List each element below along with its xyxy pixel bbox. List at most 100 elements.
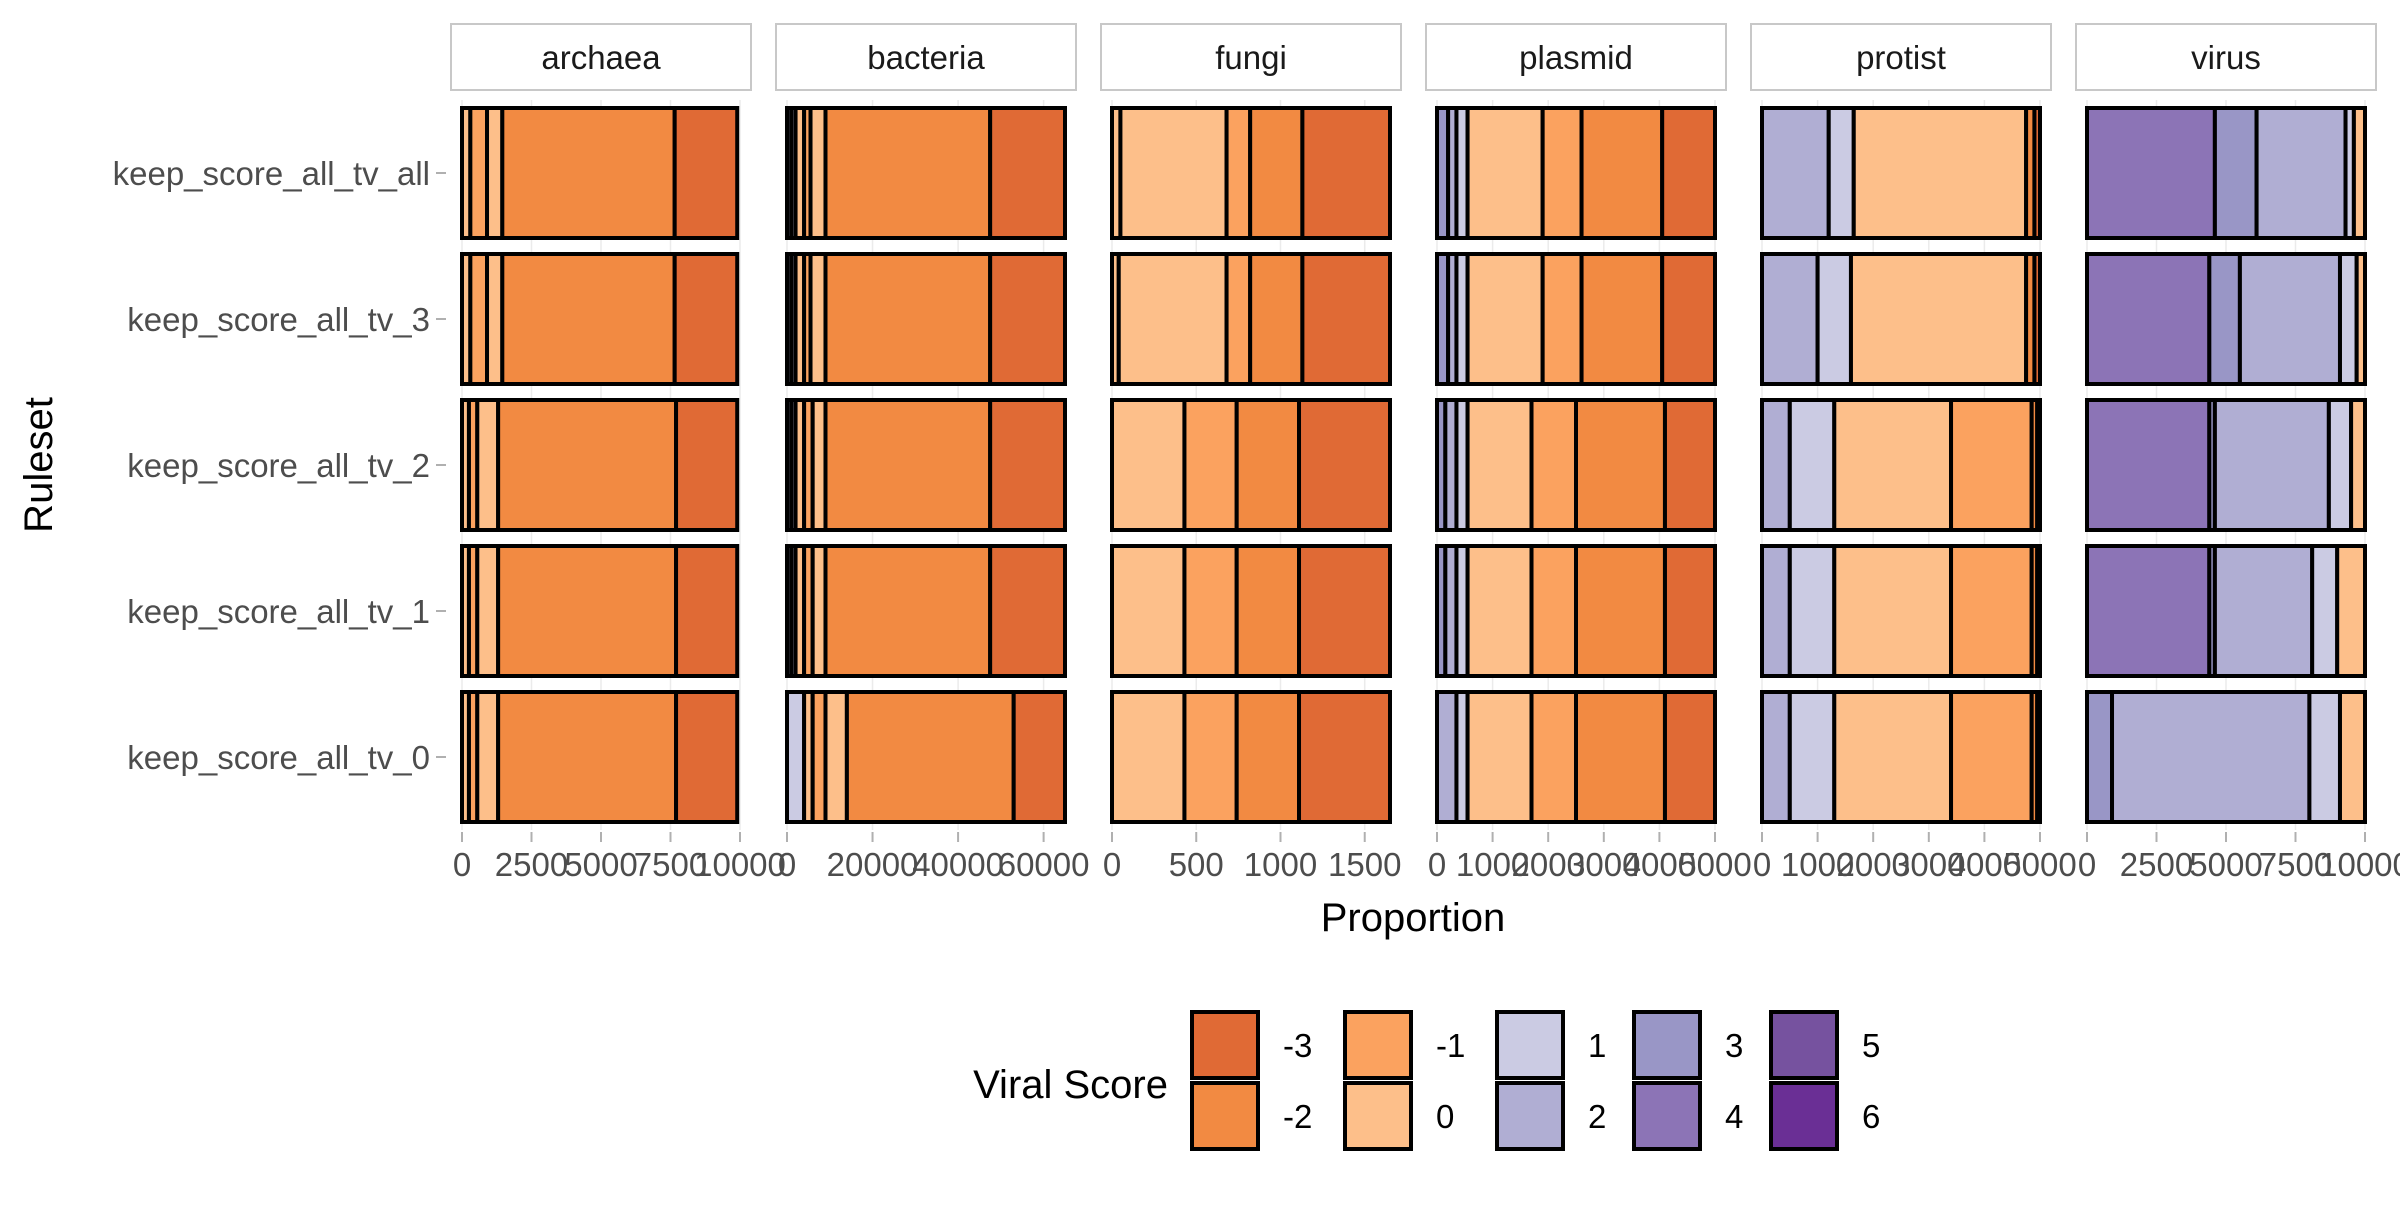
bar-segment-score-0 (1832, 544, 1954, 678)
bar-segment-score--3 (1662, 398, 1717, 532)
bar-segment-score-0 (1110, 398, 1187, 532)
facet-strip-label: virus (2191, 39, 2261, 76)
y-tick-label: keep_score_all_tv_all (113, 155, 430, 192)
x-tick-label: 1000 (1781, 846, 1854, 883)
bar-segment-score-0 (1465, 252, 1545, 386)
bar-segment-score-2 (1435, 690, 1459, 824)
bar-segment-score--3 (988, 398, 1068, 532)
legend-label: 4 (1725, 1098, 1743, 1135)
bar-segment-score-4 (2085, 544, 2212, 678)
bar-segment-score--3 (1660, 252, 1718, 386)
legend-key--2 (1190, 1081, 1260, 1151)
bar-segment-score--2 (844, 690, 1016, 824)
x-tick-label: 40000 (912, 846, 1004, 883)
bar-segment-score--2 (500, 106, 677, 240)
bar-segment-score--1 (468, 252, 490, 386)
x-tick-label: 2500 (2120, 846, 2193, 883)
bar-segment-score-0 (1110, 690, 1187, 824)
y-tick-label: keep_score_all_tv_3 (127, 301, 430, 338)
bar-segment-score-1 (1787, 398, 1837, 532)
x-tick-label: 2500 (495, 846, 568, 883)
bar-segment-score--2 (1579, 106, 1665, 240)
bar-segment-score--3 (1300, 252, 1393, 386)
bar-segment-score--3 (672, 106, 740, 240)
legend-label: -2 (1283, 1098, 1312, 1135)
facet-strip-label: archaea (541, 39, 661, 76)
bar-segment-score-1 (2326, 398, 2354, 532)
legend-key-6 (1769, 1081, 1839, 1151)
bar-segment-score--3 (2035, 544, 2042, 678)
bar-segment-score-4 (2085, 106, 2217, 240)
bar-segment-score-1 (2337, 252, 2359, 386)
bar-segment-score--2 (1574, 690, 1667, 824)
bar-segment-score-0 (1465, 398, 1534, 532)
bar-segment-score--2 (1574, 398, 1667, 532)
x-tick-label: 1500 (1328, 846, 1401, 883)
legend-key-4 (1632, 1081, 1702, 1151)
bar-segment-score-0 (475, 544, 501, 678)
bar-segment-score--3 (2035, 398, 2042, 532)
bar-segment-score--3 (1297, 544, 1393, 678)
bar-segment-score-1 (1787, 544, 1837, 678)
bar-segment-score--3 (1297, 398, 1393, 532)
legend-label: 6 (1862, 1098, 1880, 1135)
x-tick-label: 1000 (1244, 846, 1317, 883)
bar-segment-score--1 (1540, 106, 1584, 240)
bar-segment-score-1 (2307, 690, 2342, 824)
bar-segment-score-1 (785, 690, 807, 824)
legend-label: -3 (1283, 1027, 1312, 1064)
bar-segment-score--2 (496, 690, 679, 824)
bar-segment-score-0 (1110, 544, 1187, 678)
x-tick-label: 5000 (2189, 846, 2262, 883)
x-tick-label: 5000 (2003, 846, 2076, 883)
x-tick-label: 10000 (2319, 846, 2400, 883)
legend-key--1 (1343, 1010, 1413, 1080)
bar-segment-score--1 (1529, 690, 1579, 824)
bar-segment-score--3 (1011, 690, 1068, 824)
y-tick-label: keep_score_all_tv_2 (127, 447, 430, 484)
facet-strip (1750, 23, 2052, 91)
bar-segment-score--2 (1574, 544, 1667, 678)
legend-label: 2 (1588, 1098, 1606, 1135)
bar-segment-score-0 (2351, 106, 2367, 240)
bar-segment-score--3 (988, 106, 1068, 240)
bar-segment-score-0 (1465, 544, 1534, 678)
x-tick-label: 0 (1103, 846, 1121, 883)
bar-segment-score-3 (2212, 106, 2259, 240)
legend-label: 5 (1862, 1027, 1880, 1064)
bar-segment-score--2 (496, 398, 679, 532)
legend-key-5 (1769, 1010, 1839, 1080)
bar-segment-score--1 (1182, 690, 1239, 824)
bar-segment-score--3 (1662, 690, 1717, 824)
bar-segment-score--1 (1529, 398, 1579, 532)
legend-key-2 (1495, 1081, 1565, 1151)
bar-segment-score-2 (2254, 106, 2348, 240)
facet-strip (775, 23, 1077, 91)
bar-segment-score--1 (1949, 544, 2034, 678)
x-tick-label: 7500 (634, 846, 707, 883)
facet-strip-label: protist (1856, 39, 1946, 76)
bar-segment-score-0 (1118, 106, 1229, 240)
x-axis-title: Proportion (1321, 896, 1506, 940)
x-tick-label: 2000 (1511, 846, 1584, 883)
bar-segment-score--2 (823, 398, 993, 532)
legend-key-1 (1495, 1010, 1565, 1080)
legend-label: -1 (1436, 1027, 1465, 1064)
y-tick-label: keep_score_all_tv_1 (127, 593, 430, 630)
bar-segment-score--2 (1234, 398, 1302, 532)
bar-segment-score-0 (808, 252, 828, 386)
bar-segment-score-2 (1760, 106, 1831, 240)
x-tick-label: 3000 (1892, 846, 1965, 883)
facet-strip (450, 23, 752, 91)
bar-segment-score-3 (2085, 690, 2115, 824)
bar-segment-score--1 (1540, 252, 1584, 386)
bar-segment-score--1 (468, 106, 490, 240)
legend-key-3 (1632, 1010, 1702, 1080)
legend-key-0 (1343, 1081, 1413, 1151)
